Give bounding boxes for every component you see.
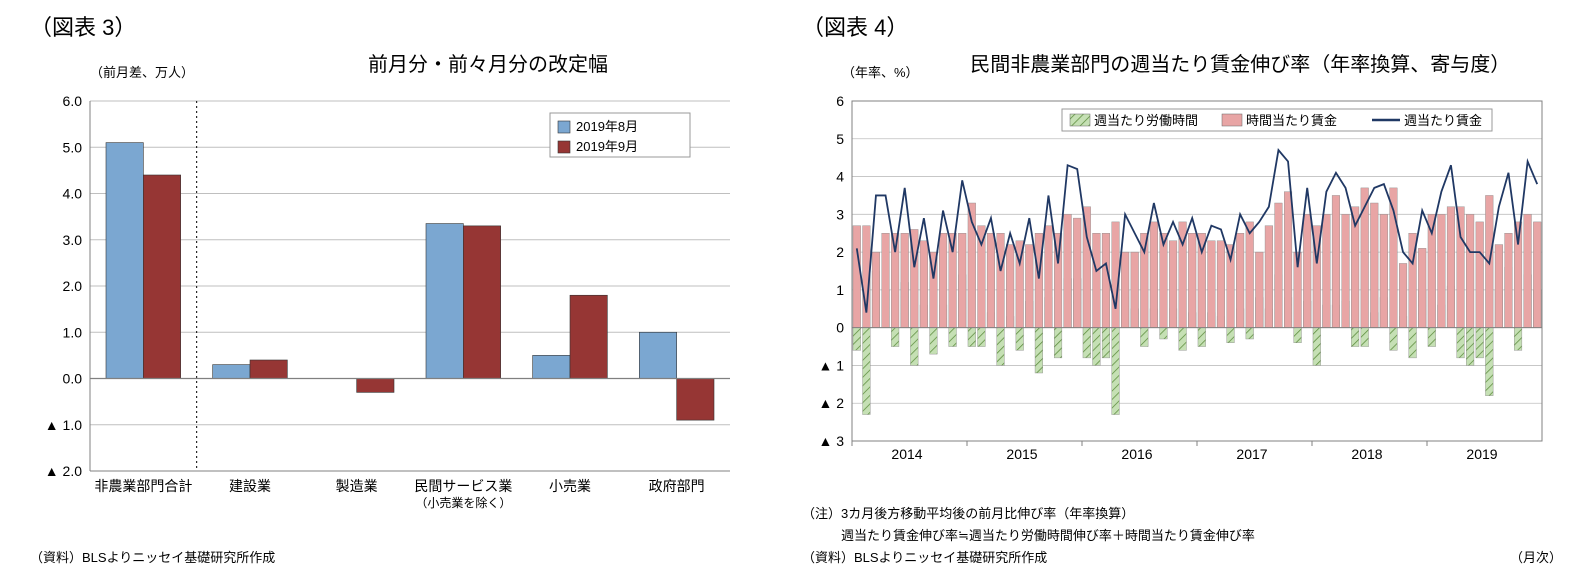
svg-text:1.0: 1.0 <box>63 324 83 340</box>
svg-text:2019年8月: 2019年8月 <box>576 119 638 134</box>
chart4-figure-label: （図表 4） <box>802 10 1562 42</box>
chart3-source: （資料）BLSよりニッセイ基礎研究所作成 <box>30 549 782 567</box>
svg-text:2014: 2014 <box>891 446 922 462</box>
svg-text:▲ 2.0: ▲ 2.0 <box>45 463 82 479</box>
svg-text:6.0: 6.0 <box>63 93 83 109</box>
chart3-panel: （図表 3） （前月差、万人） 前月分・前々月分の改定幅 ▲ 2.0 ▲ 1.0 0… <box>20 10 792 578</box>
svg-text:2018: 2018 <box>1351 446 1382 462</box>
svg-text:（小売業を除く）: （小売業を除く） <box>415 495 511 510</box>
svg-text:1: 1 <box>836 282 844 298</box>
svg-text:建設業: 建設業 <box>229 478 271 494</box>
chart3-title: 前月分・前々月分の改定幅 <box>194 48 782 77</box>
chart4-area: ▲ 3 ▲ 2 ▲ 1 0 1 2 3 4 5 6 2014 2015 2016 2017 2018 2019… <box>802 81 1562 501</box>
chart3-figure-label: （図表 3） <box>30 10 782 42</box>
svg-text:3.0: 3.0 <box>63 232 83 248</box>
svg-text:▲ 2: ▲ 2 <box>818 395 844 411</box>
svg-text:3: 3 <box>836 206 844 222</box>
svg-text:▲ 3: ▲ 3 <box>818 433 844 449</box>
svg-text:2017: 2017 <box>1236 446 1267 462</box>
chart4-panel: （図表 4） （年率、%） 民間非農業部門の週当たり賃金伸び率（年率換算、寄与度… <box>792 10 1572 578</box>
svg-text:2.0: 2.0 <box>63 278 83 294</box>
svg-text:0.0: 0.0 <box>63 371 83 387</box>
svg-text:非農業部門合計: 非農業部門合計 <box>94 478 192 494</box>
svg-text:政府部門: 政府部門 <box>649 478 705 494</box>
svg-text:時間当たり賃金: 時間当たり賃金 <box>1246 113 1337 128</box>
chart4-title: 民間非農業部門の週当たり賃金伸び率（年率換算、寄与度） <box>919 48 1562 77</box>
svg-text:製造業: 製造業 <box>336 478 378 494</box>
svg-text:▲ 1.0: ▲ 1.0 <box>45 417 82 433</box>
svg-text:5.0: 5.0 <box>63 139 83 155</box>
chart4-y-unit: （年率、%） <box>842 62 919 81</box>
svg-text:週当たり労働時間: 週当たり労働時間 <box>1094 113 1198 128</box>
svg-text:2019: 2019 <box>1466 446 1497 462</box>
svg-text:6: 6 <box>836 93 844 109</box>
chart4-svg: ▲ 3 ▲ 2 ▲ 1 0 1 2 3 4 5 6 2014 2015 2016 2017 2018 2019… <box>802 81 1562 501</box>
svg-text:4.0: 4.0 <box>63 186 83 202</box>
chart4-note1: （注）3カ月後方移動平均後の前月比伸び率（年率換算） <box>802 505 1562 523</box>
svg-text:4: 4 <box>836 169 844 185</box>
svg-text:5: 5 <box>836 131 844 147</box>
chart3-svg: ▲ 2.0 ▲ 1.0 0.0 1.0 2.0 3.0 4.0 5.0 6.0 非農業部門合計 建設… <box>30 81 750 545</box>
chart3-area: ▲ 2.0 ▲ 1.0 0.0 1.0 2.0 3.0 4.0 5.0 6.0 非農業部門合計 建設… <box>30 81 782 545</box>
chart4-source: （資料）BLSよりニッセイ基礎研究所作成 <box>802 549 1047 567</box>
svg-text:▲ 1: ▲ 1 <box>818 357 844 373</box>
svg-text:2016: 2016 <box>1121 446 1152 462</box>
svg-text:週当たり賃金: 週当たり賃金 <box>1404 113 1482 128</box>
svg-text:2015: 2015 <box>1006 446 1037 462</box>
svg-text:民間サービス業: 民間サービス業 <box>414 478 512 494</box>
chart4-note2: 週当たり賃金伸び率≒週当たり労働時間伸び率＋時間当たり賃金伸び率 <box>802 527 1562 545</box>
chart4-x-unit: （月次） <box>1510 549 1562 567</box>
svg-text:0: 0 <box>836 320 844 336</box>
svg-text:2019年9月: 2019年9月 <box>576 139 638 154</box>
chart3-y-unit: （前月差、万人） <box>90 62 194 81</box>
svg-text:2: 2 <box>836 244 844 260</box>
svg-text:小売業: 小売業 <box>549 478 591 494</box>
